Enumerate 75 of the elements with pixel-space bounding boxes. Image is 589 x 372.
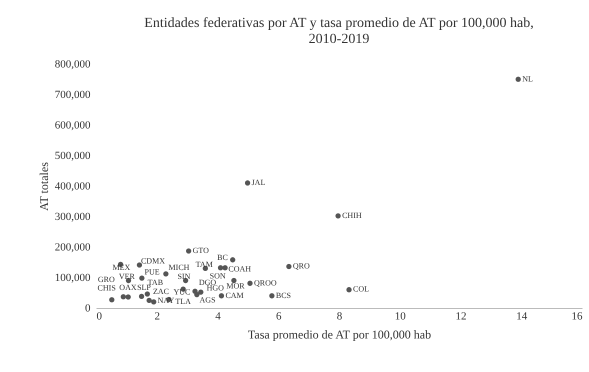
data-label: TLA bbox=[175, 296, 192, 306]
point bbox=[120, 294, 126, 300]
point bbox=[136, 262, 142, 268]
point bbox=[186, 248, 192, 254]
data-label: CHIH bbox=[342, 210, 362, 220]
data-label: MOR bbox=[226, 282, 246, 291]
data-label: QROO bbox=[254, 278, 277, 288]
data-label: ZAC bbox=[152, 287, 169, 296]
data-label: OAX bbox=[119, 283, 137, 292]
y-tick-label: 400,000 bbox=[54, 180, 91, 192]
point bbox=[286, 264, 292, 270]
data-label: CHIS bbox=[98, 283, 116, 292]
data-label: COL bbox=[353, 284, 370, 294]
data-label: AGS bbox=[200, 295, 216, 304]
point bbox=[231, 278, 237, 284]
x-tick-label: 8 bbox=[336, 310, 343, 322]
data-label: NL bbox=[522, 74, 533, 84]
data-label: YUC bbox=[173, 288, 190, 297]
data-label: GTO bbox=[192, 246, 210, 255]
y-tick-label: 0 bbox=[85, 302, 91, 314]
x-tick-label: 12 bbox=[456, 310, 466, 322]
point bbox=[244, 180, 250, 186]
chart-title: Entidades federativas por AT y tasa promedio de AT por 100,000 hab, 2010-2019 bbox=[144, 16, 534, 47]
point bbox=[218, 265, 224, 270]
y-tick-label: 500,000 bbox=[54, 150, 91, 162]
data-label: MEX bbox=[112, 262, 130, 272]
data-label: HGO bbox=[206, 284, 224, 293]
y-axis-title: AT totales bbox=[36, 162, 51, 211]
point bbox=[126, 294, 131, 300]
point bbox=[138, 294, 144, 300]
point bbox=[146, 298, 152, 304]
x-axis-title: Tasa promedio de AT por 100,000 hab bbox=[248, 328, 432, 342]
data-label: MICH bbox=[168, 263, 190, 272]
x-tick-label: 6 bbox=[276, 310, 282, 322]
point bbox=[163, 271, 169, 276]
point bbox=[269, 293, 275, 298]
data-label: BC bbox=[217, 252, 228, 262]
y-tick-label: 800,000 bbox=[54, 58, 91, 70]
data-label: BCS bbox=[276, 290, 291, 300]
data-label: CDMX bbox=[140, 256, 166, 266]
point bbox=[346, 287, 352, 292]
point bbox=[218, 293, 224, 298]
point bbox=[335, 213, 341, 219]
x-tick-label: 2 bbox=[154, 310, 160, 322]
point bbox=[230, 257, 236, 262]
data-label: VER bbox=[118, 272, 136, 282]
data-label: QRO bbox=[292, 262, 310, 271]
y-tick-label: 200,000 bbox=[54, 242, 91, 254]
data-label: COAH bbox=[228, 264, 252, 274]
point bbox=[109, 297, 114, 302]
point bbox=[198, 290, 204, 295]
point bbox=[516, 76, 521, 82]
data-label: SLP bbox=[137, 282, 152, 292]
data-label: GRO bbox=[98, 275, 115, 284]
y-tick-label: 600,000 bbox=[54, 120, 91, 132]
x-tick-label: 0 bbox=[96, 310, 102, 322]
x-tick-label: 16 bbox=[572, 310, 583, 322]
data-label: CAM bbox=[225, 290, 244, 300]
point bbox=[139, 275, 145, 281]
x-tick-label: 14 bbox=[516, 310, 528, 322]
data-label: SIN bbox=[177, 272, 191, 282]
point bbox=[151, 299, 156, 305]
point bbox=[144, 291, 150, 297]
x-tick-label: 4 bbox=[215, 310, 222, 322]
x-tick-label: 10 bbox=[394, 310, 406, 322]
y-tick-label: 100,000 bbox=[54, 272, 91, 284]
point bbox=[194, 292, 200, 298]
point bbox=[222, 265, 228, 270]
data-label: PUE bbox=[144, 267, 160, 276]
y-tick-label: 300,000 bbox=[54, 211, 91, 223]
y-tick-label: 700,000 bbox=[54, 89, 91, 101]
data-label: TAM bbox=[196, 260, 213, 269]
point bbox=[247, 280, 253, 286]
data-label: SON bbox=[210, 272, 226, 281]
data-label: JAL bbox=[252, 178, 266, 187]
